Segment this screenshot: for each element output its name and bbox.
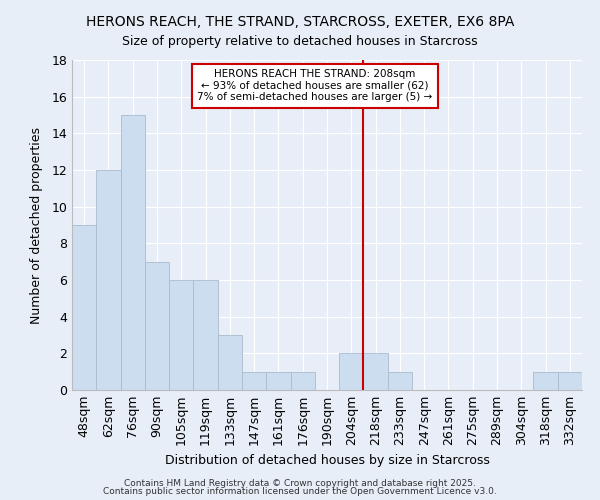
- Bar: [533, 372, 558, 390]
- Text: Contains HM Land Registry data © Crown copyright and database right 2025.: Contains HM Land Registry data © Crown c…: [124, 478, 476, 488]
- Bar: [266, 372, 290, 390]
- Bar: [169, 280, 193, 390]
- X-axis label: Distribution of detached houses by size in Starcross: Distribution of detached houses by size …: [164, 454, 490, 466]
- Bar: [558, 372, 582, 390]
- Bar: [388, 372, 412, 390]
- Y-axis label: Number of detached properties: Number of detached properties: [30, 126, 43, 324]
- Bar: [242, 372, 266, 390]
- Bar: [290, 372, 315, 390]
- Bar: [96, 170, 121, 390]
- Bar: [121, 115, 145, 390]
- Text: HERONS REACH, THE STRAND, STARCROSS, EXETER, EX6 8PA: HERONS REACH, THE STRAND, STARCROSS, EXE…: [86, 15, 514, 29]
- Bar: [72, 225, 96, 390]
- Bar: [145, 262, 169, 390]
- Bar: [193, 280, 218, 390]
- Bar: [339, 354, 364, 390]
- Bar: [218, 335, 242, 390]
- Text: Size of property relative to detached houses in Starcross: Size of property relative to detached ho…: [122, 35, 478, 48]
- Text: HERONS REACH THE STRAND: 208sqm
← 93% of detached houses are smaller (62)
7% of : HERONS REACH THE STRAND: 208sqm ← 93% of…: [197, 69, 433, 102]
- Text: Contains public sector information licensed under the Open Government Licence v3: Contains public sector information licen…: [103, 487, 497, 496]
- Bar: [364, 354, 388, 390]
